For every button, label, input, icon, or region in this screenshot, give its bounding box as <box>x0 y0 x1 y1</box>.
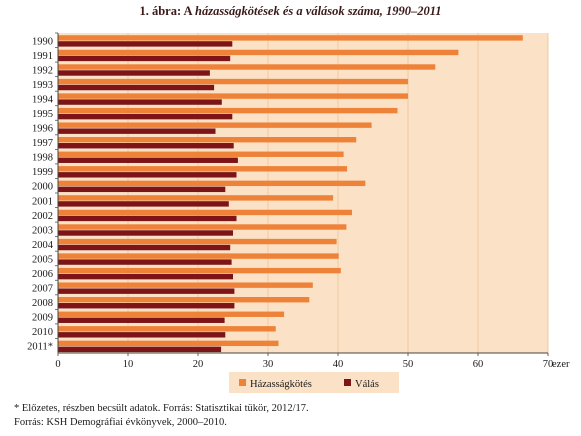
legend-label-valas: Válás <box>355 379 379 390</box>
bar-hazassagkotes <box>58 107 398 114</box>
bar-valas <box>58 172 237 178</box>
bar-hazassagkotes <box>58 340 279 347</box>
y-tick-label: 1995 <box>32 109 53 120</box>
y-tick-label: 2003 <box>32 225 53 236</box>
y-tick-label: 1993 <box>32 80 53 91</box>
bar-valas <box>58 273 233 280</box>
bar-hazassagkotes <box>58 238 337 245</box>
bar-hazassagkotes <box>58 267 341 274</box>
y-tick-label: 1992 <box>32 65 53 76</box>
bar-hazassagkotes <box>58 166 348 172</box>
bar-valas <box>58 317 225 323</box>
y-tick-label: 2007 <box>32 284 53 295</box>
bar-valas <box>58 186 226 193</box>
bar-valas <box>58 215 237 222</box>
y-tick-label: 2002 <box>32 211 53 222</box>
x-tick-label: 0 <box>55 359 60 370</box>
y-tick-label: 1997 <box>32 138 53 149</box>
bar-hazassagkotes <box>58 151 344 157</box>
bar-hazassagkotes <box>58 180 366 187</box>
bar-hazassagkotes <box>58 49 459 56</box>
bar-valas <box>58 99 222 105</box>
bar-hazassagkotes <box>58 195 334 201</box>
y-tick-label: 1996 <box>32 124 53 135</box>
legend-swatch-hazassagkotes <box>239 379 246 386</box>
bar-valas <box>58 288 235 294</box>
bar-hazassagkotes <box>58 311 285 317</box>
chart-title-italic: házasságkötések és a válások száma, 1990… <box>195 4 442 18</box>
y-tick-label: 2001 <box>32 196 53 207</box>
bar-hazassagkotes <box>58 209 352 216</box>
legend-box <box>229 372 399 393</box>
bar-valas <box>58 128 216 134</box>
bar-valas <box>58 259 232 265</box>
x-tick-label: 10 <box>123 359 134 370</box>
y-tick-label: 2008 <box>32 298 53 309</box>
legend-label-hazassagkotes: Házasságkötés <box>250 379 312 390</box>
y-tick-label: 2010 <box>32 327 53 338</box>
x-tick-label: 20 <box>193 359 204 370</box>
y-tick-label: 2006 <box>32 269 53 280</box>
bar-valas <box>58 70 210 76</box>
chart-title-prefix: 1. ábra: A <box>139 4 195 18</box>
bar-hazassagkotes <box>58 326 276 332</box>
bar-valas <box>58 41 233 47</box>
bar-hazassagkotes <box>58 282 313 288</box>
y-tick-label: 2000 <box>32 182 53 193</box>
bar-valas <box>58 244 231 251</box>
y-tick-label: 2004 <box>32 240 54 251</box>
bar-valas <box>58 84 215 91</box>
y-tick-label: 1994 <box>32 94 54 105</box>
bar-hazassagkotes <box>58 297 310 303</box>
y-tick-label: 1999 <box>32 167 53 178</box>
y-tick-label: 2009 <box>32 313 53 324</box>
x-tick-label: 50 <box>403 359 414 370</box>
footnote-estimate: * Előzetes, részben becsült adatok. Forr… <box>14 403 309 414</box>
x-tick-label: 70 <box>543 359 554 370</box>
bar-hazassagkotes <box>58 224 347 230</box>
x-unit-label: ezer <box>552 359 570 370</box>
y-tick-label: 2005 <box>32 254 53 265</box>
y-tick-label: 1990 <box>32 36 53 47</box>
bar-valas <box>58 346 222 353</box>
bar-valas <box>58 230 233 236</box>
bar-valas <box>58 113 233 120</box>
bar-hazassagkotes <box>58 253 339 259</box>
bar-hazassagkotes <box>58 35 523 41</box>
bar-valas <box>58 303 235 309</box>
y-tick-label: 2011* <box>27 342 53 353</box>
bar-hazassagkotes <box>58 93 408 99</box>
bar-hazassagkotes <box>58 137 357 143</box>
bar-hazassagkotes <box>58 78 408 85</box>
chart-title: 1. ábra: A házasságkötések és a válások … <box>0 4 581 19</box>
bar-valas <box>58 143 234 149</box>
x-tick-label: 30 <box>263 359 274 370</box>
x-tick-label: 60 <box>473 359 484 370</box>
legend-swatch-valas <box>344 379 351 386</box>
y-tick-label: 1991 <box>32 51 53 62</box>
bar-valas <box>58 201 229 207</box>
y-tick-label: 1998 <box>32 153 53 164</box>
bar-valas <box>58 55 231 62</box>
bar-valas <box>58 157 238 163</box>
x-tick-label: 40 <box>333 359 344 370</box>
bar-valas <box>58 332 226 338</box>
footnote-source: Forrás: KSH Demográfiai évkönyvek, 2000–… <box>14 417 227 428</box>
bar-hazassagkotes <box>58 64 436 70</box>
bar-hazassagkotes <box>58 122 372 128</box>
